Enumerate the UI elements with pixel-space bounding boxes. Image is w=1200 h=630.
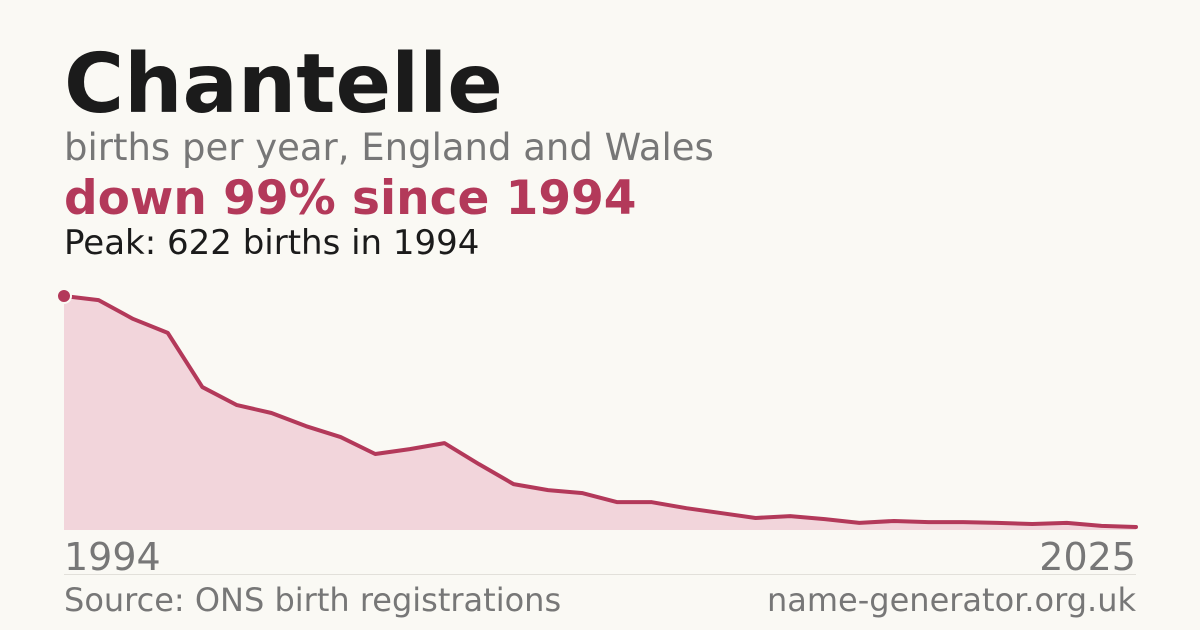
subtitle: births per year, England and Wales: [64, 126, 714, 169]
title: Chantelle: [64, 37, 503, 132]
peak-annotation: Peak: 622 births in 1994: [64, 223, 479, 263]
site: name-generator.org.uk: [767, 581, 1136, 619]
headline: down 99% since 1994: [64, 171, 637, 226]
x-tick-label: 1994: [64, 535, 161, 579]
source: Source: ONS birth registrations: [64, 581, 561, 619]
line: [62, 294, 1138, 529]
peak-marker: [56, 288, 72, 304]
x-tick-label: 2025: [1039, 535, 1136, 579]
area: [64, 296, 1136, 530]
